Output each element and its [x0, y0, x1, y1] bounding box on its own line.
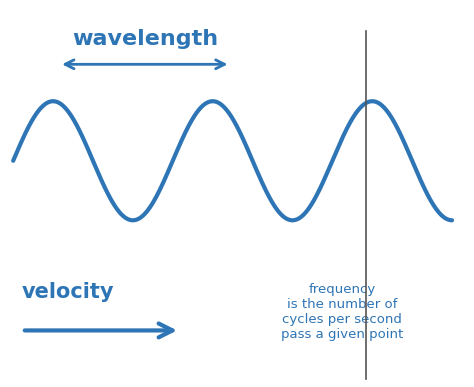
Text: wavelength: wavelength [72, 29, 218, 49]
Text: velocity: velocity [22, 282, 114, 302]
Text: frequency
is the number of
cycles per second
pass a given point: frequency is the number of cycles per se… [281, 283, 403, 341]
